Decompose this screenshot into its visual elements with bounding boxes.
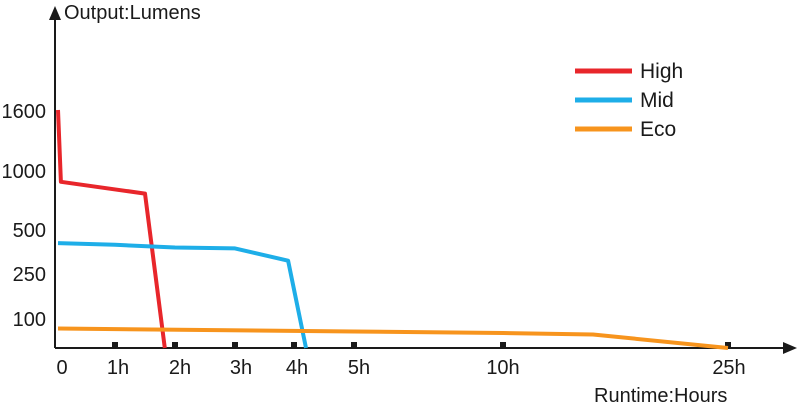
legend: High Mid Eco [575, 60, 683, 141]
series-line-high [56, 109, 167, 349]
x-tick-mark [351, 342, 357, 348]
x-tick-label: 3h [230, 357, 252, 379]
x-tick-mark [500, 342, 506, 348]
x-tick-label: 4h [286, 357, 308, 379]
x-axis-arrow-icon [783, 342, 797, 354]
x-tick-label: 2h [169, 357, 191, 379]
x-tick-mark [725, 342, 731, 348]
series-line-mid [57, 241, 308, 349]
series-layer [56, 109, 729, 350]
y-tick-label: 250 [13, 264, 46, 286]
x-tick-mark [291, 342, 297, 348]
y-axis-title: Output:Lumens [64, 2, 201, 24]
x-tick-label: 5h [348, 357, 370, 379]
x-tick-label: 25h [712, 357, 745, 379]
legend-label-high: High [640, 60, 683, 83]
x-tick-mark [112, 342, 118, 348]
x-tick-label: 10h [486, 357, 519, 379]
x-axis-title: Runtime:Hours [594, 385, 727, 404]
y-tick-label: 1600 [2, 101, 47, 123]
y-tick-label: 1000 [2, 161, 47, 183]
legend-label-mid: Mid [640, 89, 674, 112]
series-line-eco [57, 326, 729, 350]
x-tick-labels: 0 1h 2h 3h 4h 5h 10h 25h [56, 357, 745, 379]
x-tick-label: 0 [56, 357, 67, 379]
y-tick-label: 500 [13, 220, 46, 242]
x-tick-marks [112, 342, 731, 348]
legend-label-eco: Eco [640, 118, 676, 141]
x-tick-mark [172, 342, 178, 348]
y-axis-arrow-icon [49, 6, 61, 20]
y-tick-labels: 100 250 500 1000 1600 [2, 101, 47, 331]
x-tick-mark [232, 342, 238, 348]
y-tick-label: 100 [13, 309, 46, 331]
x-tick-label: 1h [107, 357, 129, 379]
